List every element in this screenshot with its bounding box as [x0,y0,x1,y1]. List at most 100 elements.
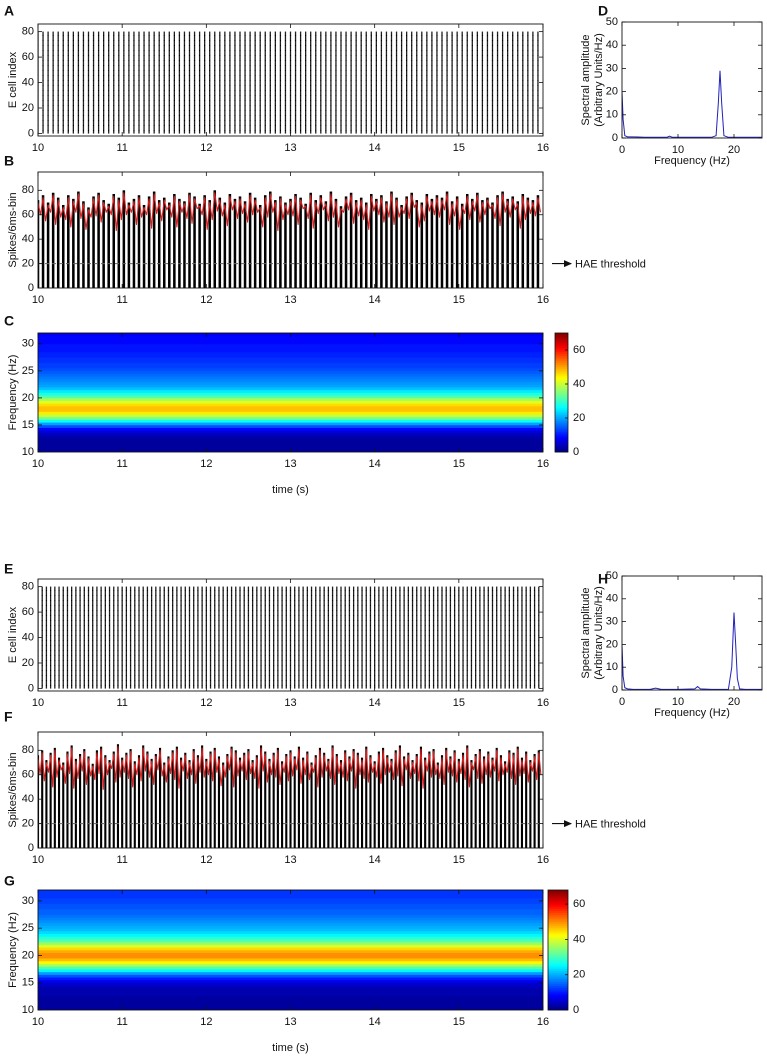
y-tick-label: 0 [612,132,618,144]
bar [56,197,60,288]
colorbar-step [548,996,568,1000]
bar [293,756,296,848]
heat-cell [38,960,543,964]
bar [41,195,45,288]
colorbar-step [555,431,568,434]
panel: 0 20 40 60 10 11 12 13 14 15 16 10 15 20 25 30Frequency… [4,313,585,496]
y-tick-label: 20 [22,392,34,404]
heat-cell [38,979,543,984]
heat-cell [38,946,543,951]
panel-letter: D [598,3,608,19]
y-tick-label: 50 [606,570,618,582]
bar [213,747,216,848]
colorbar-step [548,983,568,987]
bar [226,753,229,848]
heat-cell [38,362,543,366]
colorbar-step [555,405,568,408]
colorbar-step [548,987,568,990]
x-tick-label: 13 [284,697,296,709]
y-tick-label: 0 [612,684,618,696]
heat-cell [38,927,543,932]
heat-cell [38,938,543,943]
colorbar-step [548,1008,568,1011]
bar [373,761,376,848]
colorbar-step [548,912,568,915]
y-tick-label: 40 [22,76,34,88]
bar [310,762,313,848]
colorbar-step [548,981,568,985]
bar [77,191,80,288]
bar [107,203,110,288]
plot-area [38,333,543,452]
panel-letter: F [4,709,13,725]
colorbar-step [555,386,568,390]
bar [491,757,494,848]
x-tick-label: 12 [200,458,212,470]
heat-cell [38,903,543,907]
x-tick-label: 15 [453,697,465,709]
y-axis-label: E cell index [7,51,19,108]
colorbar-step [555,409,568,412]
bar [424,757,427,848]
colorbar-step [555,360,568,364]
bar [390,758,393,848]
bar [436,762,439,848]
panel: HAE threshold 10 11 12 13 14 15 16 0 20 40 60 80Spik… [4,709,646,866]
bar [117,197,121,288]
colorbar-step [548,998,568,1002]
panel: 0 10 20 0 10 20 30 40 50 Spectral amplitude (Arbit… [580,3,763,167]
y-tick-label: 80 [22,184,34,196]
colorbar-step [548,970,568,973]
colorbar-step [548,916,568,919]
colorbar-step [548,966,568,970]
bar [205,758,208,848]
colorbar-step [555,347,568,351]
bar [116,744,120,848]
bar [516,746,519,848]
colorbar-step [555,450,568,453]
bar [234,750,237,848]
panel-letter: G [4,873,15,889]
bar [203,195,206,288]
x-tick-label: 10 [672,696,684,708]
x-tick-label: 14 [369,458,381,470]
colorbar-step [548,944,568,947]
heat-cell [38,367,543,372]
plot-area [38,890,543,1010]
heat-cell [38,375,543,380]
heat-cell [38,370,543,374]
heat-cell [38,974,543,978]
bar [180,757,183,848]
colorbar-step [555,342,568,345]
bar [525,751,528,848]
colorbar-step [555,359,568,362]
x-tick-label: 20 [728,696,740,708]
y-tick-label: 25 [22,365,34,377]
bar [359,197,363,288]
panel-letter: E [4,561,13,577]
colorbar-step [548,890,568,893]
bar [428,751,431,848]
heat-cell [38,405,543,410]
colorbar-step [555,429,568,432]
bar [356,752,359,848]
bar [466,745,469,848]
x-tick-label: 16 [537,697,549,709]
bar [87,756,90,848]
bar [425,193,429,288]
heat-cell [38,424,543,428]
bar [415,753,418,848]
bar [157,200,161,288]
bar [41,750,44,848]
heat-cell [38,378,543,382]
heat-cell [38,914,543,918]
colorbar-step [555,438,568,442]
bar [471,198,474,288]
heat-cell [38,446,543,450]
bar [222,762,225,848]
bar [255,755,258,848]
y-axis-label: (Arbitrary Units/Hz) [593,586,605,680]
y-axis-label: Frequency (Hz) [7,355,19,431]
x-axis-label: time (s) [272,484,309,496]
heat-cell [38,392,543,396]
